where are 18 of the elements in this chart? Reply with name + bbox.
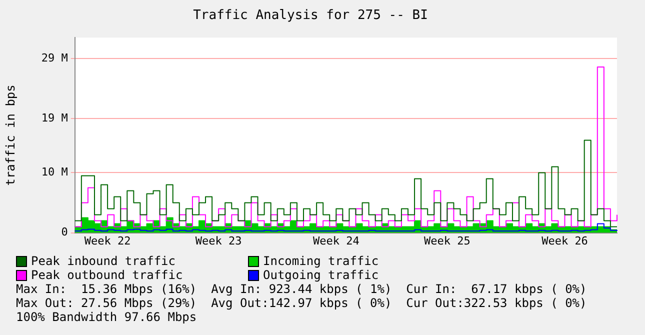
x-tick-label: Week 25 xyxy=(424,234,470,248)
y-tick-label: 19 M xyxy=(41,112,68,125)
text: Max In: 15.36 Mbps (16%) Avg In: 923.44 kbps ( 1%) Cur In: 67.17 kbps ( 0%) xyxy=(16,282,587,296)
y-axis-title: traffic in bps xyxy=(3,84,18,186)
legend-label: Peak inbound traffic xyxy=(31,254,176,268)
chart-title: Traffic Analysis for 275 -- BI xyxy=(193,8,428,24)
y-tick-label: 29 M xyxy=(41,51,68,64)
x-tick-label: Week 26 xyxy=(542,234,588,248)
x-tick-label: Week 22 xyxy=(84,234,131,248)
x-tick-label: Week 24 xyxy=(312,234,360,248)
text: Max Out: 27.56 Mbps (29%) Avg Out:142.97 kbps ( 0%) Cur Out:322.53 kbps ( 0%) xyxy=(16,296,587,310)
text: 100% Bandwidth 97.66 Mbps xyxy=(16,310,198,324)
legend-label: Peak outbound traffic xyxy=(31,268,183,282)
y-tick-label: 10 M xyxy=(41,166,68,179)
legend-label: Outgoing traffic xyxy=(263,268,379,282)
legend-label: Incoming traffic xyxy=(263,254,379,268)
x-tick-label: Week 23 xyxy=(195,234,242,248)
y-tick-label: 0 xyxy=(61,226,68,239)
